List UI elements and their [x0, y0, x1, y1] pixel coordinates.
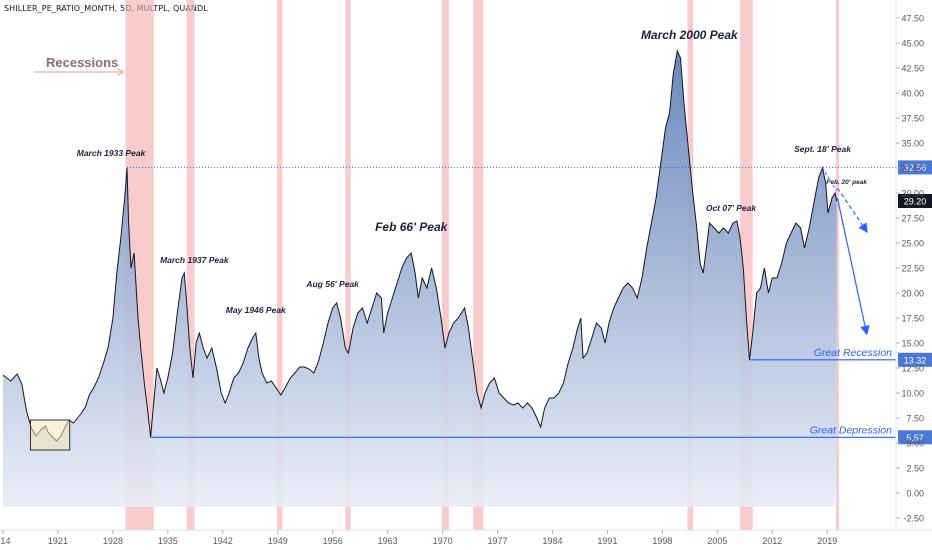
y-tick-label: 30.00 [901, 189, 924, 199]
recession-band [345, 0, 351, 530]
x-tick-label: 1928 [103, 536, 123, 546]
y-tick-label: 20.00 [901, 289, 924, 299]
y-tick-label: 0.00 [906, 489, 924, 499]
peak-label: March 1933 Peak [77, 148, 147, 158]
peak-label: March 1937 Peak [160, 255, 230, 265]
y-tick-label: 22.50 [901, 264, 924, 274]
y-tick-label: 40.00 [901, 89, 924, 99]
y-tick-label: 45.00 [901, 39, 924, 49]
peak-label: March 2000 Peak [641, 28, 739, 42]
x-tick-label: 1949 [268, 536, 288, 546]
price-badge-label: 32.56 [904, 163, 927, 173]
x-tick-label: 2019 [817, 536, 837, 546]
symbol-label: SHILLER_PE_RATIO_MONTH, 5D, MULTPL, QUAN… [4, 4, 208, 13]
level-annotation-label: Great Recession [814, 347, 892, 359]
price-badge [898, 352, 932, 367]
x-tick-label: 1998 [652, 536, 672, 546]
y-tick-label: 27.50 [901, 214, 924, 224]
recession-band [473, 0, 484, 530]
price-badge [898, 194, 932, 208]
projection-arrow [836, 197, 870, 336]
x-tick-label: 1956 [323, 536, 343, 546]
x-tick-label: 914 [0, 536, 11, 546]
y-tick-label: 42.50 [901, 64, 924, 74]
recessions-legend-label: Recessions [46, 55, 119, 70]
x-tick-label: 1977 [488, 536, 508, 546]
y-tick-label: 25.00 [901, 239, 924, 249]
y-tick-label: 5.00 [906, 439, 924, 449]
peak-connector [822, 167, 838, 192]
x-tick-label: 1921 [48, 536, 68, 546]
x-tick-label: 1942 [213, 536, 233, 546]
x-axis: 914 1921 1928 1935 1942 1949 1956 1963 1970 1977 1… [0, 529, 932, 546]
y-tick-label: 15.00 [901, 339, 924, 349]
peak-label: Feb 66' Peak [375, 220, 449, 234]
price-badge [898, 160, 932, 175]
recession-band [186, 0, 195, 530]
y-tick-label: 2.50 [906, 464, 924, 474]
area-fill [3, 51, 837, 507]
x-tick-label: 1963 [378, 536, 398, 546]
x-tick-label: 2012 [762, 536, 782, 546]
highlight-box [29, 419, 71, 451]
y-tick-label: -2.50 [903, 514, 924, 524]
y-tick-label: 37.50 [901, 114, 924, 124]
x-tick-label: 2005 [707, 536, 727, 546]
y-tick-label: 10.00 [901, 389, 924, 399]
y-tick-label: 17.50 [901, 314, 924, 324]
level-annotation-label: Great Depression [810, 424, 892, 436]
y-axis: 32.56 13.32 5.57 29.20 47.50 45.00 42.50 40.00 3… [895, 0, 932, 530]
x-tick-label: 1984 [542, 536, 562, 546]
recession-band [835, 0, 840, 530]
price-badge-label: 5.57 [906, 433, 924, 443]
x-tick-label: 1935 [158, 536, 178, 546]
x-tick-label: 1970 [433, 536, 453, 546]
area-path [3, 51, 837, 507]
peak-label: Sept. 18' Peak [794, 144, 852, 154]
level-lines: Great Recession Great Depression [127, 166, 896, 438]
peak-label: May 1946 Peak [226, 305, 287, 315]
y-tick-label: 7.50 [906, 414, 924, 424]
peak-label: Feb. 20' peak [826, 179, 867, 186]
recession-band [276, 0, 283, 530]
annotations: March 1933 Peak March 1937 Peak May 1946 P… [29, 28, 870, 451]
series-line-path [2, 49, 838, 442]
y-tick-label: 32.50 [901, 164, 924, 174]
price-badge [898, 430, 932, 445]
y-tick-label: 35.00 [901, 139, 924, 149]
series-line [2, 49, 838, 442]
y-tick-label: 12.50 [901, 364, 924, 374]
x-tick-label: 1991 [597, 536, 617, 546]
projection-arrow [836, 187, 868, 233]
peak-label: Aug 56' Peak [305, 279, 360, 289]
price-badge-label: 13.32 [904, 355, 927, 365]
price-badge-label: 29.20 [904, 197, 927, 207]
y-tick-label: 47.50 [901, 14, 924, 24]
peak-label: Oct 07' Peak [706, 203, 757, 213]
recession-band [441, 0, 449, 530]
